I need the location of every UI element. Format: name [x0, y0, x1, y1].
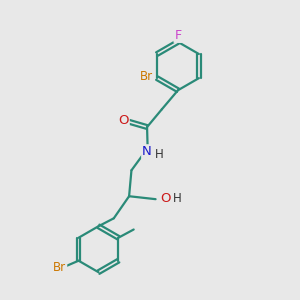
Text: O: O [161, 192, 171, 205]
Text: F: F [174, 29, 182, 42]
Text: H: H [154, 148, 163, 161]
Text: N: N [142, 145, 152, 158]
Text: O: O [118, 114, 129, 127]
Text: H: H [172, 192, 181, 205]
Text: Br: Br [140, 70, 153, 83]
Text: Br: Br [53, 261, 66, 274]
